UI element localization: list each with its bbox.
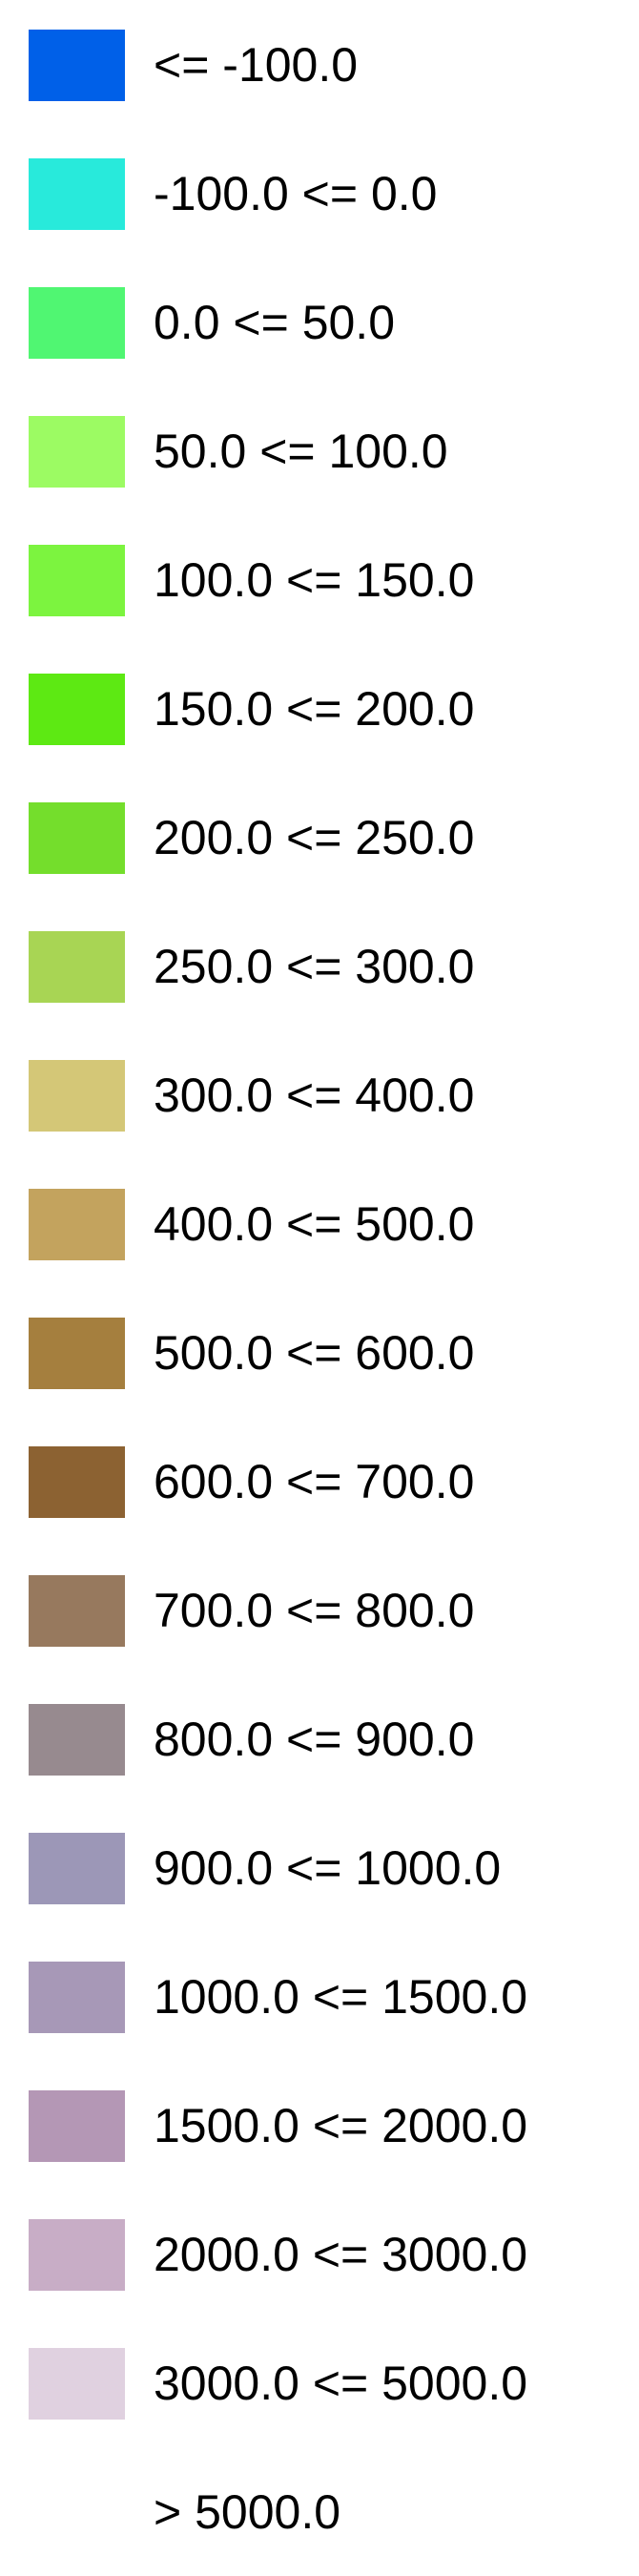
legend-item: 100.0 <= 150.0: [0, 515, 639, 644]
legend-swatch: [29, 287, 125, 359]
legend-label: 50.0 <= 100.0: [154, 425, 448, 478]
legend-item: 2000.0 <= 3000.0: [0, 2190, 639, 2318]
legend-item: 900.0 <= 1000.0: [0, 1803, 639, 1932]
legend-swatch: [29, 2348, 125, 2420]
legend-swatch: [29, 2477, 125, 2548]
legend-swatch: [29, 802, 125, 874]
legend-label: 400.0 <= 500.0: [154, 1197, 475, 1251]
legend-item: 400.0 <= 500.0: [0, 1159, 639, 1288]
legend-swatch: [29, 931, 125, 1003]
legend-label: 3000.0 <= 5000.0: [154, 2357, 528, 2410]
legend-label: > 5000.0: [154, 2485, 341, 2539]
legend-item: 1500.0 <= 2000.0: [0, 2061, 639, 2190]
legend-label: 800.0 <= 900.0: [154, 1713, 475, 1766]
legend-item: 250.0 <= 300.0: [0, 902, 639, 1030]
legend-item: 800.0 <= 900.0: [0, 1674, 639, 1803]
legend-label: 1000.0 <= 1500.0: [154, 1970, 528, 2024]
legend-item: 50.0 <= 100.0: [0, 386, 639, 515]
legend-label: 2000.0 <= 3000.0: [154, 2228, 528, 2281]
legend-item: 600.0 <= 700.0: [0, 1417, 639, 1546]
legend-item: 0.0 <= 50.0: [0, 258, 639, 386]
legend-swatch: [29, 1575, 125, 1647]
legend-item: 700.0 <= 800.0: [0, 1546, 639, 1674]
legend-item: 200.0 <= 250.0: [0, 773, 639, 902]
legend-swatch: [29, 158, 125, 230]
legend-swatch: [29, 1318, 125, 1389]
legend-swatch: [29, 1962, 125, 2033]
legend-label: <= -100.0: [154, 38, 359, 92]
legend-item: 500.0 <= 600.0: [0, 1288, 639, 1417]
legend-swatch: [29, 674, 125, 745]
legend-item: > 5000.0: [0, 2447, 639, 2576]
legend-swatch: [29, 30, 125, 101]
legend-item: 3000.0 <= 5000.0: [0, 2318, 639, 2447]
legend-swatch: [29, 416, 125, 488]
legend-swatch: [29, 2090, 125, 2162]
legend-swatch: [29, 545, 125, 616]
legend-label: -100.0 <= 0.0: [154, 167, 438, 220]
legend-label: 150.0 <= 200.0: [154, 682, 475, 736]
legend-swatch: [29, 1446, 125, 1518]
legend-item: -100.0 <= 0.0: [0, 129, 639, 258]
legend-item: <= -100.0: [0, 0, 639, 129]
legend-item: 1000.0 <= 1500.0: [0, 1932, 639, 2061]
legend-swatch: [29, 2219, 125, 2291]
legend-label: 100.0 <= 150.0: [154, 553, 475, 607]
legend-label: 1500.0 <= 2000.0: [154, 2099, 528, 2152]
legend-item: 150.0 <= 200.0: [0, 644, 639, 773]
legend-swatch: [29, 1189, 125, 1260]
legend-swatch: [29, 1060, 125, 1132]
legend-label: 300.0 <= 400.0: [154, 1069, 475, 1122]
legend-label: 200.0 <= 250.0: [154, 811, 475, 864]
legend-label: 600.0 <= 700.0: [154, 1455, 475, 1508]
legend-label: 500.0 <= 600.0: [154, 1326, 475, 1380]
legend-label: 700.0 <= 800.0: [154, 1584, 475, 1637]
legend-swatch: [29, 1833, 125, 1904]
legend-label: 0.0 <= 50.0: [154, 296, 396, 349]
legend-label: 250.0 <= 300.0: [154, 940, 475, 993]
legend-label: 900.0 <= 1000.0: [154, 1841, 502, 1895]
legend-swatch: [29, 1704, 125, 1776]
legend-item: 300.0 <= 400.0: [0, 1030, 639, 1159]
